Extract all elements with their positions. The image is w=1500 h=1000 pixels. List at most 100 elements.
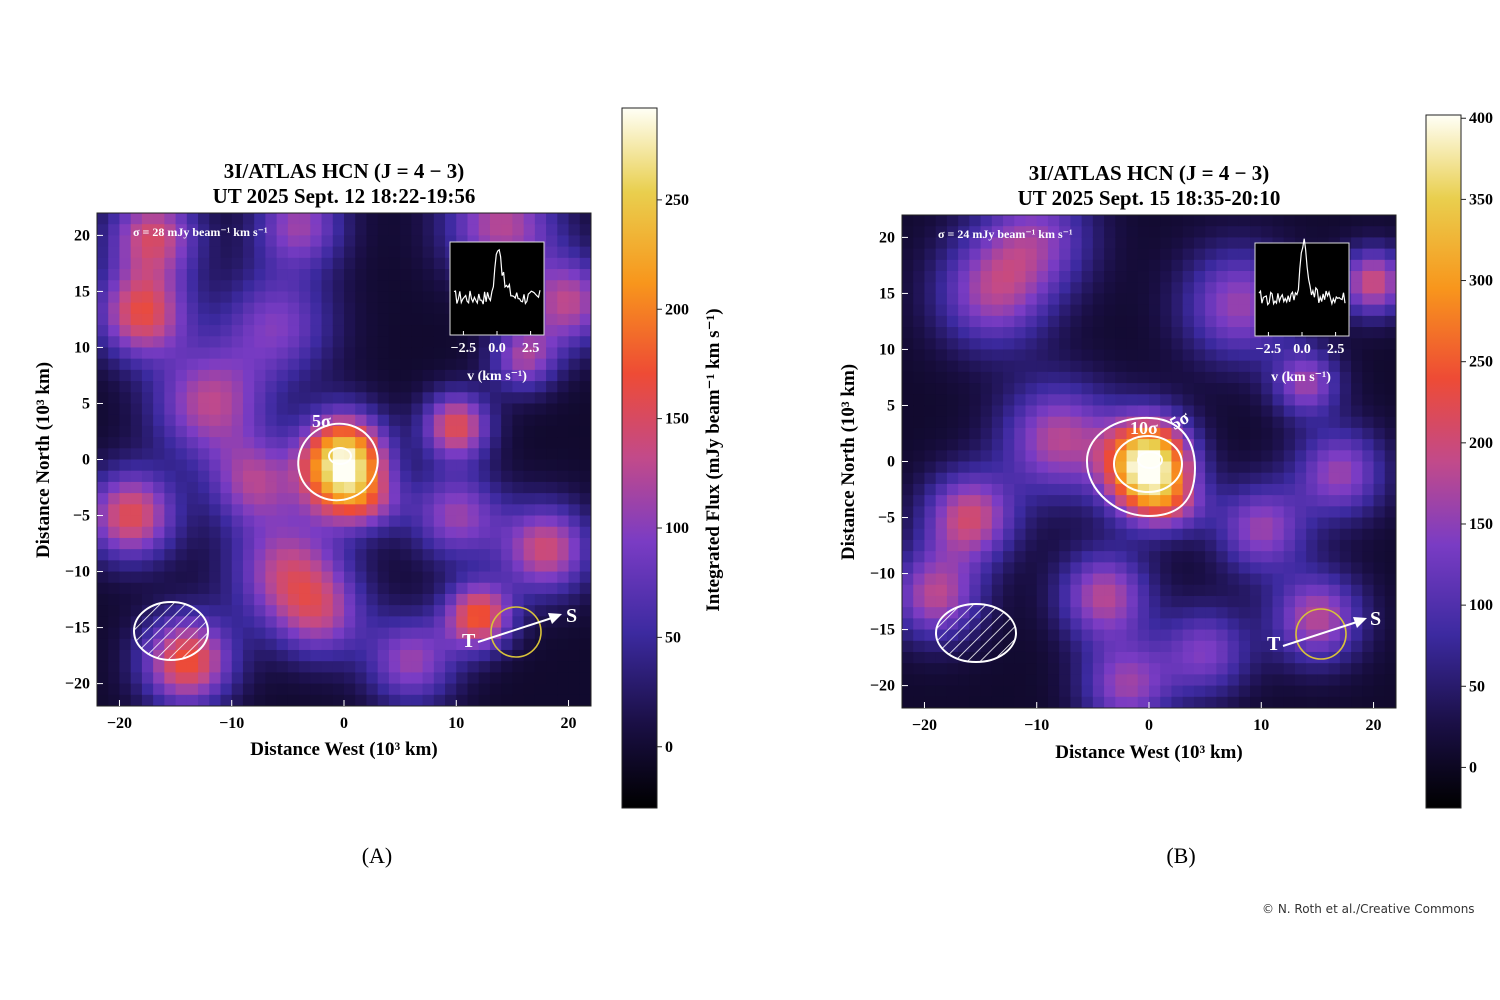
heatmap-cell (254, 627, 267, 640)
heatmap-cell (534, 213, 547, 225)
heatmap-cell (456, 392, 469, 405)
heatmap-cell (1272, 674, 1285, 687)
heatmap-cell (1059, 416, 1072, 429)
heatmap-cell (902, 215, 914, 227)
heatmap-cell (1047, 248, 1060, 261)
heatmap-cell (1193, 304, 1206, 317)
heatmap-cell (1317, 383, 1330, 395)
heatmap-cell (332, 246, 345, 259)
heatmap-cell (1362, 663, 1375, 675)
heatmap-cell (1227, 685, 1240, 698)
heatmap-cell (242, 694, 255, 706)
heatmap-cell (501, 672, 514, 685)
heatmap-cell (1081, 383, 1094, 395)
x-tick-label: 0 (340, 715, 348, 732)
heatmap-cell (568, 414, 581, 427)
heatmap-cell (935, 439, 948, 451)
heatmap-cell (1104, 405, 1116, 418)
heatmap-cell (433, 291, 446, 304)
heatmap-cell (1171, 651, 1184, 664)
heatmap-cell (1104, 315, 1116, 328)
heatmap-cell (969, 584, 982, 597)
heatmap-cell (299, 280, 311, 293)
heatmap-cell (97, 269, 109, 281)
heatmap-cell (489, 481, 502, 494)
heatmap-cell (1362, 282, 1375, 295)
heatmap-cell (209, 235, 222, 248)
heatmap-cell (1339, 595, 1352, 608)
heatmap-cell (913, 405, 926, 418)
heatmap-cell (1070, 651, 1083, 664)
heatmap-cell (456, 605, 469, 617)
heatmap-cell (1339, 696, 1352, 708)
heatmap-cell (1328, 405, 1341, 418)
heatmap-cell (1070, 685, 1083, 698)
heatmap-cell (1059, 248, 1072, 261)
heatmap-cell (913, 271, 926, 283)
heatmap-cell (1036, 506, 1049, 519)
heatmap-cell (1216, 237, 1229, 250)
heatmap-cell (1126, 528, 1139, 541)
heatmap-cell (902, 237, 914, 250)
heatmap-cell (1362, 483, 1375, 496)
heatmap-cell (119, 694, 132, 706)
heatmap-cell (231, 257, 244, 270)
heatmap-cell (501, 470, 514, 483)
heatmap-cell (1025, 215, 1038, 227)
heatmap-cell (946, 338, 959, 351)
heatmap-cell (1160, 215, 1173, 227)
heatmap-cell (1373, 327, 1386, 339)
heatmap-cell (276, 403, 289, 416)
heatmap-cell (579, 526, 591, 539)
heatmap-cell (1070, 394, 1083, 407)
heatmap-cell (1351, 629, 1363, 642)
heatmap-cell (958, 528, 970, 541)
contour-peak (328, 447, 352, 465)
heatmap-cell (164, 481, 177, 494)
heatmap-cell (568, 493, 581, 505)
heatmap-cell (287, 235, 300, 248)
heatmap-cell (1250, 427, 1262, 440)
heatmap-cell (1261, 483, 1274, 496)
heatmap-cell (198, 280, 210, 293)
heatmap-cell (287, 571, 300, 584)
heatmap-cell (265, 481, 278, 494)
heatmap-cell (913, 483, 926, 496)
heatmap-cell (198, 302, 210, 315)
heatmap-cell (579, 672, 591, 685)
heatmap-cell (456, 549, 469, 561)
heatmap-cell (512, 694, 525, 706)
heatmap-cell (913, 439, 926, 451)
heatmap-cell (1373, 304, 1386, 317)
heatmap-cell (231, 638, 244, 651)
heatmap-cell (108, 336, 121, 349)
heatmap-cell (1126, 685, 1139, 698)
heatmap-cell (935, 416, 948, 429)
heatmap-cell (445, 571, 457, 584)
heatmap-cell (579, 257, 591, 270)
heatmap-cell (935, 663, 948, 675)
heatmap-cell (1283, 562, 1296, 575)
heatmap-cell (579, 537, 591, 550)
heatmap-cell (388, 549, 401, 561)
heatmap-cell (422, 526, 435, 539)
heatmap-cell (1025, 304, 1038, 317)
heatmap-cell (1081, 304, 1094, 317)
heatmap-cell (568, 571, 581, 584)
heatmap-cell (321, 302, 334, 315)
heatmap-cell (164, 313, 177, 326)
y-tick-label: 20 (74, 227, 90, 244)
heatmap-cell (141, 661, 154, 673)
heatmap-cell (344, 257, 356, 270)
heatmap-cell (287, 325, 300, 337)
heatmap-cell (1149, 338, 1161, 351)
heatmap-cell (265, 302, 278, 315)
heatmap-cell (1250, 640, 1262, 653)
heatmap-cell (991, 528, 1004, 541)
heatmap-cell (1059, 371, 1072, 384)
sun-direction-label: S (566, 605, 577, 627)
heatmap-cell (1059, 271, 1072, 283)
heatmap-cell (1081, 360, 1094, 373)
heatmap-cell (209, 213, 222, 225)
heatmap-cell (946, 551, 959, 563)
